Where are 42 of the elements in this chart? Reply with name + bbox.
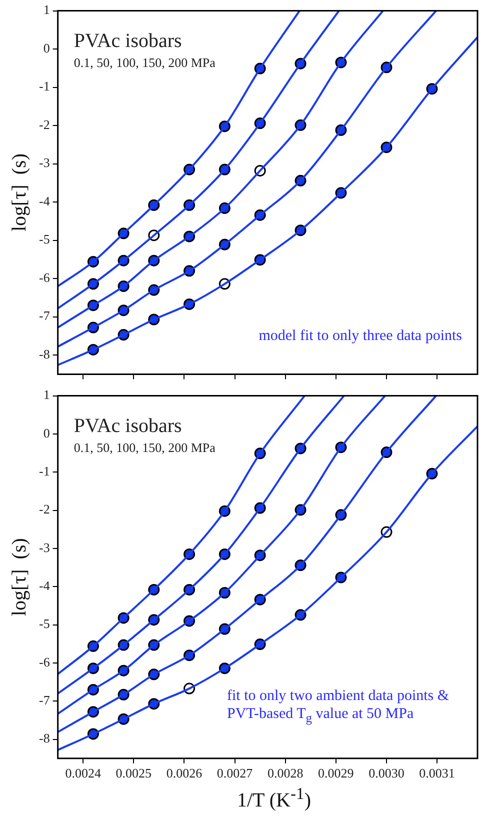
line-series [58,10,340,310]
x-tick-label: 0.0031 [419,766,455,781]
x-tick-label: 0.0027 [216,766,254,781]
y-tick-label: -8 [38,346,50,362]
line-series [58,396,438,734]
x-tick-label: 0.0025 [116,766,152,781]
annotation: model fit to only three data points [258,327,462,345]
line-series [58,10,301,288]
text: 0.1, 50, 100, 150, 200 MPa [74,54,216,70]
line-series [58,396,306,676]
y-tick-label: -4 [38,578,50,594]
y-tick-label: -3 [38,155,50,170]
y-tick-label: -5 [38,616,50,632]
y-tick-label: -7 [38,692,50,708]
y-axis-title: log[τ] (s) [8,153,30,232]
x-tick-label: 0.0029 [318,766,354,781]
y-tick-label: -2 [38,116,50,132]
x-axis-title: 1/T (K$^{-1}$) [236,784,312,813]
y-axis-title: log[τ] (s) [8,538,30,616]
y-tick-label: -5 [38,232,50,247]
line-series [58,10,384,329]
annotation: fit to only two ambient data points & PVT-based T$_{g}$ value at 50 MPa [227,687,450,727]
y-tick-label: 0 [43,425,50,440]
y-tick-label: 1 [43,387,50,402]
y-tick-label: 1 [43,2,50,18]
y-tick-label: -6 [38,270,50,285]
y-tick-label: -1 [38,464,50,479]
text: 0.1, 50, 100, 150, 200 MPa [74,440,216,455]
text: PVAc isobars [74,414,182,437]
y-tick-label: -4 [38,193,50,208]
x-tick-label: 0.0026 [166,766,203,781]
y-tick-label: 0 [43,40,50,56]
x-tick-label: 0.0030 [368,766,404,781]
text: PVAc isobars [74,30,182,52]
y-tick-label: -2 [38,502,50,517]
y-tick-label: -6 [38,654,50,670]
x-tick-label: 0.0024 [65,766,102,781]
x-tick-label: 0.0028 [267,766,304,781]
y-tick-label: -3 [38,540,50,555]
y-tick-label: -7 [38,308,50,324]
y-tick-label: -8 [38,730,50,746]
y-tick-label: -1 [38,78,50,94]
